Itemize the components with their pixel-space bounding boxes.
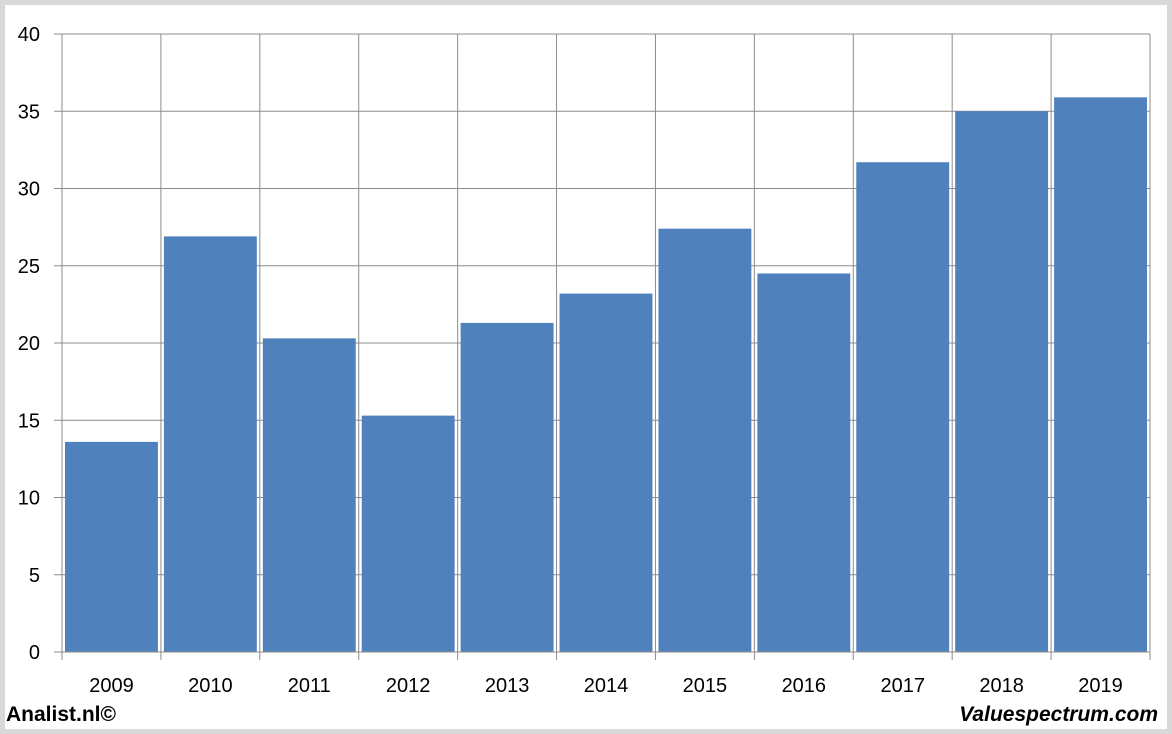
x-tick-label: 2009 <box>89 675 134 697</box>
y-tick-label: 40 <box>18 24 40 46</box>
x-tick-label: 2019 <box>1078 675 1123 697</box>
bar-2016 <box>757 273 851 652</box>
x-tick-label: 2016 <box>782 675 827 697</box>
axes <box>54 33 1151 660</box>
y-tick-label: 30 <box>18 179 40 201</box>
bar-2012 <box>361 415 455 652</box>
y-tick-label: 35 <box>18 101 40 123</box>
y-tick-label: 10 <box>18 488 40 510</box>
y-tick-label: 25 <box>18 256 40 278</box>
bar-2011 <box>262 338 356 652</box>
bars <box>65 97 1147 653</box>
x-tick-label: 2010 <box>188 675 233 697</box>
bar-2019 <box>1054 97 1147 653</box>
y-tick-label: 0 <box>29 642 40 664</box>
bar-2013 <box>460 322 554 652</box>
y-tick-label: 15 <box>18 410 40 432</box>
bar-2018 <box>955 111 1049 652</box>
x-tick-label: 2013 <box>485 675 530 697</box>
x-tick-label: 2015 <box>683 675 728 697</box>
x-tick-label: 2012 <box>386 675 431 697</box>
footer-source-left: Analist.nl© <box>6 703 116 726</box>
x-tick-labels: 2009 2010 2011 2012 2013 2014 2015 2016 2017 2018… <box>89 675 1123 697</box>
bar-2015 <box>658 228 752 653</box>
x-tick-label: 2011 <box>288 675 331 697</box>
y-tick-labels: 0 5 10 15 20 25 30 35 40 <box>18 24 40 664</box>
bar-2009 <box>65 441 158 652</box>
bar-2017 <box>856 162 950 653</box>
x-tick-label: 2014 <box>584 675 629 697</box>
bar-2010 <box>163 236 257 652</box>
footer-source-right: Valuespectrum.com <box>959 703 1158 726</box>
bar-2014 <box>559 293 653 652</box>
x-tick-label: 2018 <box>979 675 1024 697</box>
y-tick-label: 20 <box>18 333 40 355</box>
x-tick-label: 2017 <box>880 675 925 697</box>
y-tick-label: 5 <box>29 565 40 587</box>
